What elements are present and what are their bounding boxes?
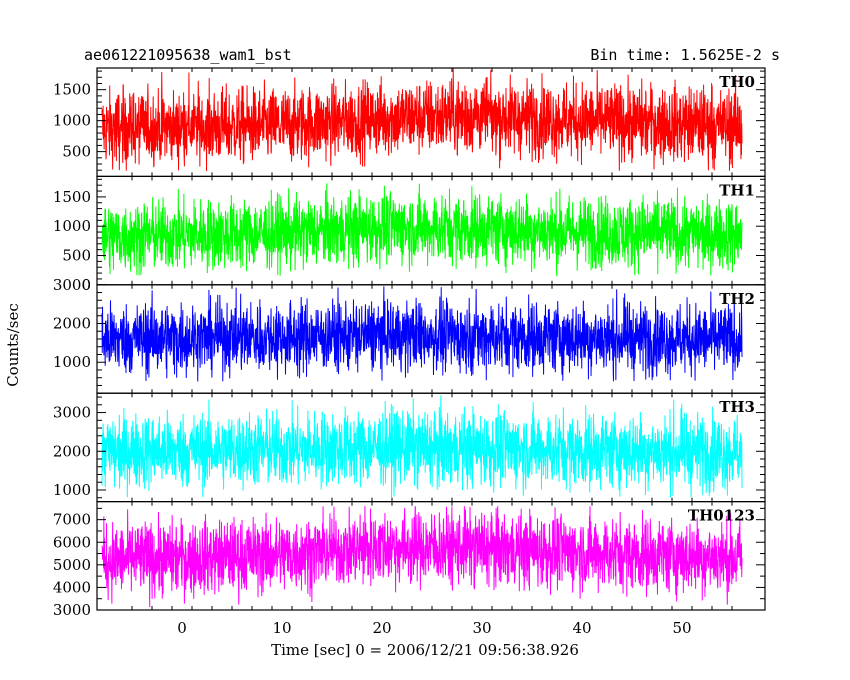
series-name-label: TH1 [719,181,755,199]
y-axis-label: Counts/sec [4,303,22,387]
y-tick-label: 3000 [53,601,91,619]
x-tick-label: 20 [372,619,391,637]
y-tick-label: 5000 [53,556,91,574]
panel-th0123: 3000 4000 5000 6000 7000 TH0123 [53,501,766,619]
series-name-label: TH3 [719,398,755,416]
y-tick-label: 4000 [53,578,91,596]
series-line-th1 [101,183,743,276]
series-name-label: TH0123 [688,507,755,525]
x-tick-label: 10 [272,619,291,637]
y-tick-label: 2000 [53,315,91,333]
y-tick-label: 1000 [53,353,91,371]
panel-th3: 1000 2000 3000 TH3 [53,392,766,503]
y-tick-label: 1000 [53,217,91,235]
y-tick-label: 0 [81,276,91,294]
x-tick-label: 0 [177,619,187,637]
series-name-label: TH0 [719,73,755,91]
panel-frame [96,501,766,611]
series-name-label: TH2 [719,290,755,308]
y-tick-label: 1500 [53,188,91,206]
y-tick-label: 1000 [53,481,91,499]
y-tick-label: 7000 [53,511,91,529]
x-tick-label: 40 [572,619,591,637]
x-axis-label: Time [sec] 0 = 2006/12/21 09:56:38.926 [271,641,579,659]
y-tick-label: 1500 [53,81,91,99]
y-tick-label: 500 [62,143,91,161]
y-tick-label: 1000 [53,112,91,130]
x-tick-label: 30 [472,619,491,637]
panel-th1: 0 500 1000 1500 TH1 [53,175,766,294]
panel-th0: 500 1000 1500 TH0 [53,67,766,178]
series-line-th0123 [101,506,743,608]
y-tick-label: 6000 [53,533,91,551]
series-line-th0 [101,68,743,172]
y-tick-label: 3000 [53,404,91,422]
bin-time-label: Bin time: 1.5625E-2 s [590,46,780,64]
x-tick-label: 50 [672,619,691,637]
y-tick-label: 3000 [53,276,91,294]
x-axis: 0 10 20 30 40 50 [177,619,691,637]
chart-title: ae061221095638_wam1_bst [84,46,292,64]
y-tick-label: 2000 [53,442,91,460]
y-tick-label: 500 [62,247,91,265]
series-line-th3 [101,395,743,498]
series-line-th2 [101,286,743,382]
panel-th2: 1000 2000 3000 TH2 [53,276,766,394]
panels-group: 500 1000 1500 TH0 0 500 1000 1500 TH1 1000 2000 300… [53,67,766,619]
